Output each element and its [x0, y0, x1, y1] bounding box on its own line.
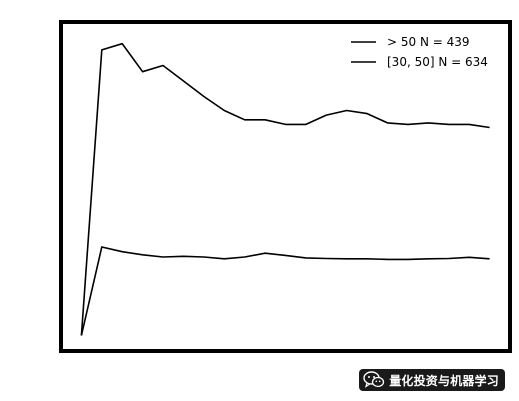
- wechat-icon: [363, 371, 385, 388]
- legend-label-1: > 50 N = 439: [387, 35, 470, 49]
- legend: > 50 N = 439 [30, 50] N = 634: [351, 35, 488, 69]
- watermark-text: 量化投资与机器学习: [389, 373, 499, 388]
- series-group: [80, 42, 490, 336]
- watermark-badge: 量化投资与机器学习: [359, 369, 505, 391]
- plot-frame: [59, 20, 512, 353]
- series-line-1: [80, 42, 490, 336]
- legend-label-2: [30, 50] N = 634: [387, 55, 488, 69]
- series-line-2: [80, 246, 490, 336]
- plot-area: [59, 20, 512, 353]
